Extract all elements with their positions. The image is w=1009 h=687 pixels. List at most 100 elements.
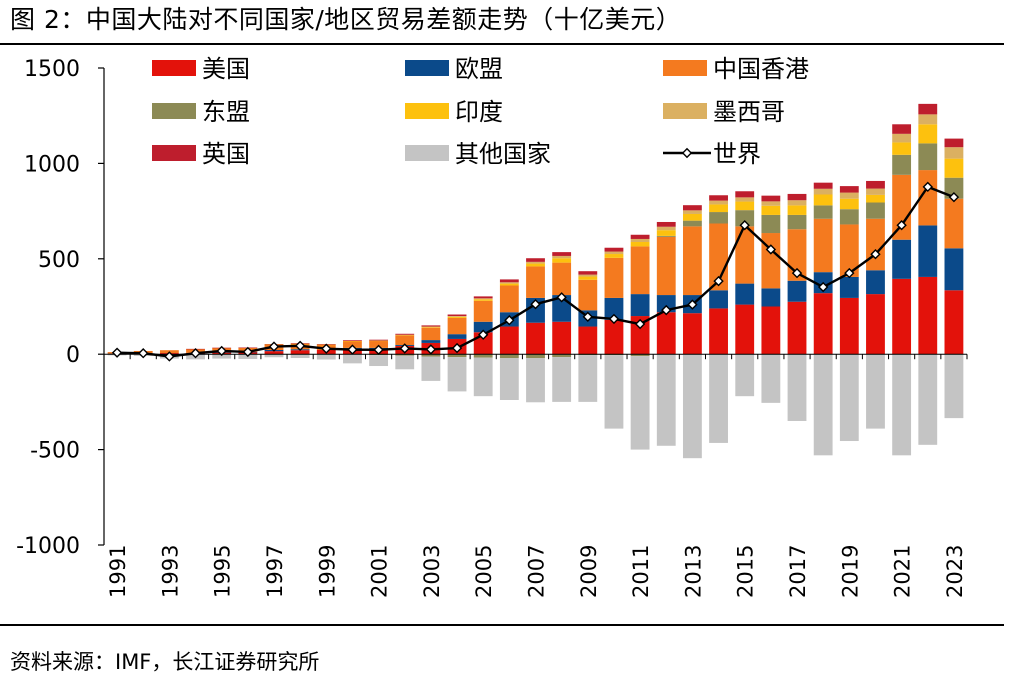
bar-欧盟-2019: [839, 276, 859, 298]
bar-印度-2012: [656, 230, 676, 236]
bar-墨西哥-2001: [369, 340, 389, 341]
bar-东盟-2003: [421, 354, 441, 357]
bar-中国香港-2020: [866, 218, 885, 271]
bar-美国-2008: [552, 321, 572, 355]
bar-美国-2011: [630, 316, 650, 355]
legend-label: 英国: [202, 140, 250, 168]
bar-其他国家-2009: [578, 355, 598, 402]
bar-欧盟-2020: [866, 270, 885, 295]
x-tick-label-2017: 2017: [786, 545, 810, 598]
bar-东盟-2020: [866, 202, 885, 219]
bar-墨西哥-2003: [421, 326, 441, 328]
bar-中国香港-2010: [604, 257, 624, 298]
bar-美国-2010: [604, 319, 624, 355]
bar-其他国家-2014: [709, 354, 728, 443]
bar-其他国家-2020: [866, 354, 885, 429]
bar-东盟-2013: [682, 220, 702, 227]
bar-其他国家-2004: [447, 357, 467, 392]
bar-东盟-2019: [839, 209, 859, 225]
figure-title: 图 2：中国大陆对不同国家/地区贸易差额走势（十亿美元）: [10, 5, 682, 34]
bar-英国-2005: [473, 296, 493, 299]
bar-东盟-2022: [918, 143, 938, 171]
bar-印度-2000: [343, 341, 362, 342]
bar-印度-2009: [578, 276, 598, 280]
world-point-1997: [268, 341, 280, 352]
bar-其他国家-2001: [369, 355, 389, 367]
world-point-2018: [817, 281, 829, 293]
bar-欧盟-2017: [787, 280, 807, 302]
legend-item-美国: 美国: [152, 55, 250, 83]
world-point-2004: [451, 342, 463, 354]
world-point-2000: [347, 344, 358, 355]
legend-item-其他国家: 其他国家: [405, 140, 551, 168]
x-tick-label-1997: 1997: [263, 545, 287, 598]
bar-美国-1997: [264, 351, 284, 355]
legend-swatch: [405, 145, 449, 161]
world-point-2013: [687, 299, 698, 310]
bar-东盟-2012: [656, 235, 676, 237]
bar-印度-2004: [447, 316, 467, 318]
world-point-1991: [111, 347, 123, 358]
world-point-2007: [530, 299, 541, 310]
bar-东盟-2023: [944, 177, 964, 199]
bar-欧盟-2004: [447, 334, 467, 339]
legend-swatch: [152, 60, 196, 76]
legend-swatch: [663, 103, 707, 119]
legend-swatch: [152, 103, 196, 119]
bar-墨西哥-2013: [682, 210, 702, 214]
axes-layer: -1000 -500 0 500 1000 1500 1991 1993 1995 1997 199…: [16, 57, 968, 598]
bar-英国-2006: [499, 279, 519, 283]
bar-东盟-2017: [787, 214, 807, 230]
bar-墨西哥-2020: [866, 188, 885, 195]
world-point-2005: [478, 329, 489, 340]
bar-美国-2017: [787, 301, 807, 355]
bar-英国-2021: [892, 124, 912, 134]
legend-item-欧盟: 欧盟: [405, 55, 503, 83]
world-point-2011: [634, 318, 646, 330]
bar-其他国家-2005: [473, 357, 493, 397]
bar-其他国家-2016: [761, 354, 781, 403]
bar-墨西哥-2022: [918, 114, 938, 125]
bar-欧盟-2023: [944, 248, 964, 291]
bar-其他国家-2007: [526, 358, 545, 403]
bar-中国香港-2008: [552, 262, 572, 296]
bar-其他国家-2000: [343, 354, 362, 364]
bar-墨西哥-2017: [787, 200, 807, 206]
world-point-2014: [713, 275, 724, 287]
bar-墨西哥-2018: [813, 188, 833, 195]
source-rule: [0, 624, 1004, 626]
bar-欧盟-2014: [709, 290, 728, 309]
x-tick-label-2013: 2013: [681, 545, 705, 598]
bar-中国香港-2021: [892, 174, 912, 240]
bar-墨西哥-2008: [552, 255, 572, 259]
legend-label: 东盟: [202, 98, 250, 126]
bar-中国香港-2007: [526, 266, 545, 298]
bar-中国香港-2004: [447, 317, 467, 335]
x-tick-label-2007: 2007: [525, 545, 549, 598]
legend-swatch: [405, 60, 449, 76]
bar-墨西哥-2009: [578, 274, 598, 277]
world-point-2020: [870, 249, 881, 260]
bar-东盟-2021: [892, 154, 912, 175]
bar-中国香港-2023: [944, 198, 964, 249]
x-tick-label-2023: 2023: [943, 545, 967, 598]
world-point-2012: [661, 304, 672, 316]
world-point-1994: [190, 348, 201, 359]
world-point-2021: [896, 220, 907, 231]
bar-墨西哥-2015: [735, 197, 755, 202]
bar-英国-2000: [343, 340, 362, 342]
world-point-2003: [425, 344, 437, 355]
bar-印度-2015: [735, 201, 755, 211]
bar-东盟-2006: [499, 354, 519, 359]
bar-东盟-2007: [526, 354, 545, 359]
bar-美国-2013: [682, 313, 702, 355]
x-tick-label-2021: 2021: [891, 545, 915, 598]
bar-英国-2012: [656, 221, 676, 227]
bar-墨西哥-2007: [526, 261, 545, 264]
bar-其他国家-2002: [395, 355, 415, 370]
bar-墨西哥-2023: [944, 147, 964, 159]
bar-东盟-2004: [447, 354, 467, 358]
legend-swatch: [405, 103, 449, 119]
bar-中国香港-2013: [682, 226, 702, 296]
